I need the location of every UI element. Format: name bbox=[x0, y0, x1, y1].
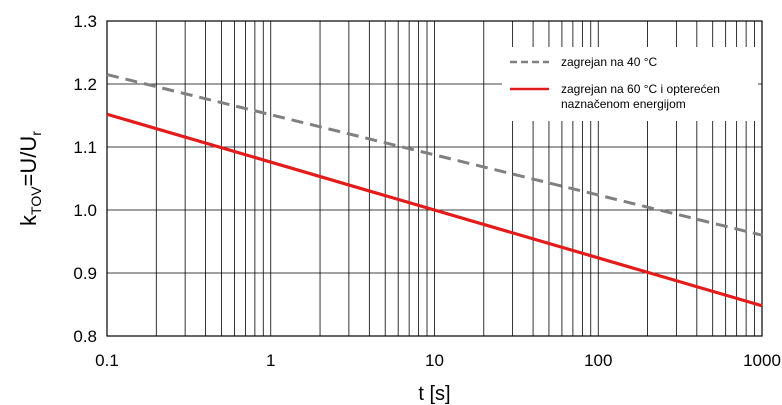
y-tick-label: 1.3 bbox=[73, 12, 97, 31]
series-line bbox=[106, 73, 763, 237]
y-axis-label-main: k bbox=[16, 214, 41, 226]
y-tick-label: 1.0 bbox=[73, 201, 97, 220]
y-axis-label-sub: TOV bbox=[28, 186, 44, 215]
y-tick-label: 0.8 bbox=[73, 327, 97, 346]
y-tick-label: 1.1 bbox=[73, 138, 97, 157]
plot-frame bbox=[106, 20, 763, 337]
legend: zagrejan na 40 °C zagrejan na 60 °C i opt… bbox=[502, 47, 758, 121]
y-tick-labels: 0.8 0.9 1.0 1.1 1.2 1.3 bbox=[73, 12, 97, 346]
y-axis-label-mid: =U/U bbox=[16, 136, 41, 187]
legend-box bbox=[502, 47, 758, 121]
x-tick-label: 0.1 bbox=[95, 351, 119, 370]
x-tick-label: 1000 bbox=[743, 351, 781, 370]
x-tick-labels: 0.1 1 10 100 1000 bbox=[95, 351, 781, 370]
series-line bbox=[106, 112, 763, 308]
x-axis-label: t [s] bbox=[418, 383, 450, 405]
y-axis-label-sub2: r bbox=[28, 131, 44, 136]
legend-label: naznačenom energijom bbox=[561, 97, 686, 111]
x-tick-label: 1 bbox=[266, 351, 275, 370]
x-tick-label: 10 bbox=[425, 351, 444, 370]
x-tick-label: 100 bbox=[584, 351, 612, 370]
legend-label: zagrejan na 60 °C i opterećen bbox=[561, 82, 720, 96]
series-layer bbox=[106, 73, 763, 308]
y-tick-label: 1.2 bbox=[73, 75, 97, 94]
y-tick-label: 0.9 bbox=[73, 264, 97, 283]
y-axis-label: kTOV=U/Ur bbox=[16, 131, 44, 226]
legend-label: zagrejan na 40 °C bbox=[561, 55, 658, 69]
